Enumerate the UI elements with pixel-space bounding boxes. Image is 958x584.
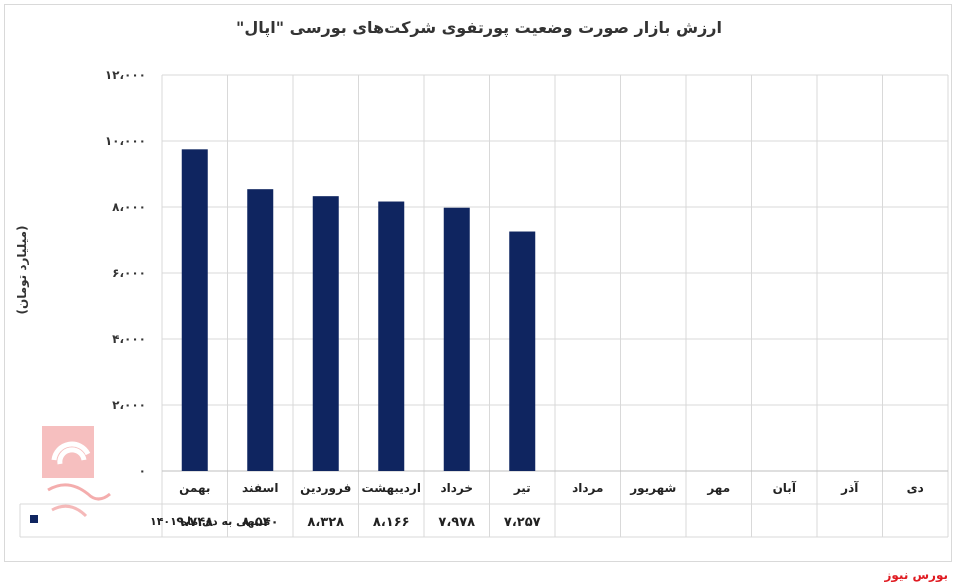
y-tick-label: ۱۲،۰۰۰ bbox=[105, 68, 146, 82]
x-tick-label: بهمن bbox=[179, 481, 210, 495]
data-label: ۷،۹۷۸ bbox=[438, 515, 475, 530]
x-tick-label: مهر bbox=[706, 481, 730, 495]
y-tick-label: ۱۰،۰۰۰ bbox=[105, 134, 146, 148]
legend-swatch bbox=[30, 515, 38, 523]
bourse-news-logo-watermark bbox=[42, 426, 111, 518]
x-tick-label: مرداد bbox=[572, 481, 603, 495]
y-tick-labels: ۱۲،۰۰۰ ۱۰،۰۰۰ ۸،۰۰۰ ۶،۰۰۰ ۴،۰۰۰ ۲،۰۰۰ ۰ bbox=[105, 68, 146, 478]
x-tick-label: آذر bbox=[840, 480, 859, 495]
bar bbox=[312, 196, 339, 471]
x-tick-label: آبان bbox=[773, 480, 797, 495]
bar bbox=[443, 207, 470, 471]
data-label: ۷،۲۵۷ bbox=[504, 515, 541, 530]
bar bbox=[247, 189, 274, 471]
data-label: ۹،۷۴۸ bbox=[176, 515, 213, 530]
y-tick-label: ۰ bbox=[139, 464, 146, 478]
brand-label: بورس نیوز bbox=[884, 568, 948, 582]
bar bbox=[378, 201, 405, 471]
bar bbox=[181, 149, 208, 472]
x-tick-label: دی bbox=[907, 481, 924, 495]
bar bbox=[509, 231, 536, 471]
y-tick-label: ۲،۰۰۰ bbox=[112, 398, 146, 412]
chart-frame bbox=[4, 4, 952, 562]
y-tick-label: ۴،۰۰۰ bbox=[112, 332, 146, 346]
y-tick-label: ۶،۰۰۰ bbox=[112, 266, 146, 280]
data-label: ۸،۱۶۶ bbox=[373, 515, 410, 530]
x-tick-label: فروردین bbox=[300, 481, 351, 496]
x-tick-label: خرداد bbox=[440, 481, 473, 495]
gridlines bbox=[161, 74, 949, 537]
y-tick-label: ۸،۰۰۰ bbox=[112, 200, 146, 214]
x-tick-label: تیر bbox=[513, 481, 531, 495]
x-tick-label: اردیبهشت bbox=[362, 481, 421, 495]
data-label: ۸،۵۴۰ bbox=[242, 515, 279, 530]
data-table: بهمن ۹،۷۴۸ اسفند ۸،۵۴۰ فروردین ۸،۳۲۸ اردیبهشت ۸… bbox=[19, 480, 948, 538]
bars bbox=[181, 149, 536, 472]
chart-title: ارزش بازار صورت وضعیت پورتفوی شرکت‌های ب… bbox=[236, 18, 722, 37]
legend-series-name: منتهی به دی ماه ۱۴۰۱ bbox=[150, 515, 270, 528]
x-tick-label: شهریور bbox=[629, 481, 676, 496]
x-tick-label: اسفند bbox=[242, 481, 278, 495]
data-label: ۸،۳۲۸ bbox=[307, 515, 344, 530]
